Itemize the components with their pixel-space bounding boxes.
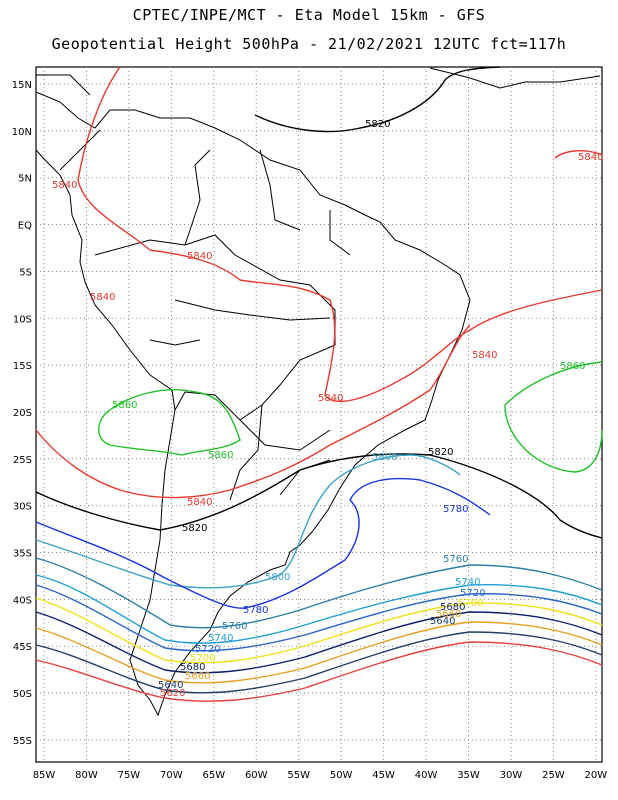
label-5680-b: 5680 bbox=[180, 662, 205, 673]
label-5860-a: 5860 bbox=[560, 361, 585, 372]
lon-tick-label: 60W bbox=[245, 770, 268, 781]
lon-tick-label: 70W bbox=[160, 770, 183, 781]
label-5680-a: 5680 bbox=[440, 602, 465, 613]
chart-title-line2: Geopotential Height 500hPa - 21/02/2021 … bbox=[51, 35, 567, 53]
lat-tick-label: 10N bbox=[12, 127, 32, 138]
lon-tick-label: 75W bbox=[118, 770, 141, 781]
label-5780-b: 5780 bbox=[243, 605, 268, 616]
contour-5820-south bbox=[35, 453, 603, 539]
lon-tick-label: 40W bbox=[415, 770, 438, 781]
lon-tick-label: 65W bbox=[202, 770, 225, 781]
contour-5800 bbox=[35, 454, 461, 589]
lon-tick-label: 55W bbox=[287, 770, 310, 781]
contour-5760 bbox=[35, 557, 603, 629]
label-5640-a: 5640 bbox=[430, 616, 455, 627]
contour-5640 bbox=[35, 631, 603, 694]
label-5700-a: 5700 bbox=[458, 598, 483, 609]
label-5640-b: 5640 bbox=[158, 680, 183, 691]
label-5620-a: 5620 bbox=[160, 688, 185, 699]
contour-labels: 5820 5840 5840 5840 5840 5840 5860 5840 … bbox=[52, 119, 603, 699]
contour-5700 bbox=[35, 597, 603, 664]
label-5840-a: 5840 bbox=[578, 152, 603, 163]
contour-5840-south bbox=[35, 324, 471, 499]
contour-5720 bbox=[35, 584, 603, 652]
lat-tick-label: 15N bbox=[12, 80, 32, 91]
label-5720-b: 5720 bbox=[195, 644, 220, 655]
label-5740-b: 5740 bbox=[208, 633, 233, 644]
lon-tick-label: 25W bbox=[542, 770, 565, 781]
label-5820-c: 5820 bbox=[182, 523, 207, 534]
label-5780-a: 5780 bbox=[443, 504, 468, 515]
label-5700-b: 5700 bbox=[190, 653, 215, 664]
graticule bbox=[36, 67, 602, 762]
contour-5680 bbox=[35, 611, 603, 674]
label-5840-e: 5840 bbox=[472, 350, 497, 361]
label-5820-a: 5820 bbox=[365, 119, 390, 130]
label-5760-b: 5760 bbox=[222, 621, 247, 632]
label-5840-f: 5840 bbox=[318, 393, 343, 404]
label-5800-b: 5800 bbox=[265, 572, 290, 583]
contour-5620 bbox=[35, 641, 603, 702]
label-5840-c: 5840 bbox=[187, 251, 212, 262]
lat-tick-label: 45S bbox=[13, 642, 32, 653]
contour-lines bbox=[35, 66, 603, 702]
lon-tick-label: 50W bbox=[330, 770, 353, 781]
label-5840-b: 5840 bbox=[52, 180, 77, 191]
label-5860-c: 5860 bbox=[208, 450, 233, 461]
lat-tick-label: 40S bbox=[13, 595, 32, 606]
label-5820-b: 5820 bbox=[428, 447, 453, 458]
lat-tick-label: 5S bbox=[19, 267, 32, 278]
lon-tick-label: 30W bbox=[500, 770, 523, 781]
contour-5740 bbox=[35, 574, 603, 644]
lon-tick-label: 85W bbox=[33, 770, 56, 781]
label-5840-d: 5840 bbox=[90, 292, 115, 303]
lon-tick-label: 35W bbox=[457, 770, 480, 781]
label-5660-b: 5660 bbox=[185, 671, 210, 682]
contour-5820-north bbox=[254, 66, 501, 133]
lat-tick-label: 5N bbox=[18, 174, 32, 185]
label-5860-b: 5860 bbox=[112, 400, 137, 411]
label-5660-a: 5660 bbox=[436, 609, 461, 620]
label-5720-a: 5720 bbox=[460, 588, 485, 599]
label-5800-a: 5800 bbox=[372, 452, 397, 463]
lat-tick-label: 20S bbox=[13, 408, 32, 419]
lat-tick-label: 10S bbox=[13, 314, 32, 325]
lon-tick-label: 45W bbox=[372, 770, 395, 781]
label-5760-a: 5760 bbox=[443, 554, 468, 565]
contour-5860-west bbox=[98, 389, 241, 456]
lat-tick-label: 30S bbox=[13, 502, 32, 513]
lat-tick-label: 25S bbox=[13, 455, 32, 466]
coastline bbox=[35, 67, 601, 717]
contour-5660 bbox=[35, 621, 603, 684]
map-frame bbox=[35, 66, 603, 763]
axis-ticks: 15N 10N 5N EQ 5S 10S 15S 20S 25S 30S 35S 40S 45S 50S 5… bbox=[12, 80, 607, 781]
contour-5780 bbox=[35, 477, 491, 609]
lat-tick-label: 50S bbox=[13, 689, 32, 700]
contour-5860-east bbox=[504, 361, 603, 473]
contour-5840-north bbox=[77, 66, 603, 403]
label-5840-g: 5840 bbox=[187, 497, 212, 508]
lon-tick-label: 20W bbox=[585, 770, 608, 781]
chart-title-line1: CPTEC/INPE/MCT - Eta Model 15km - GFS bbox=[132, 6, 486, 24]
label-5740-a: 5740 bbox=[455, 577, 480, 588]
lat-tick-label: 15S bbox=[13, 361, 32, 372]
lat-tick-label: 35S bbox=[13, 549, 32, 560]
contour-5840-ne bbox=[554, 150, 603, 159]
lat-tick-label: 55S bbox=[13, 736, 32, 747]
lon-tick-label: 80W bbox=[75, 770, 98, 781]
lat-tick-label: EQ bbox=[18, 221, 32, 232]
